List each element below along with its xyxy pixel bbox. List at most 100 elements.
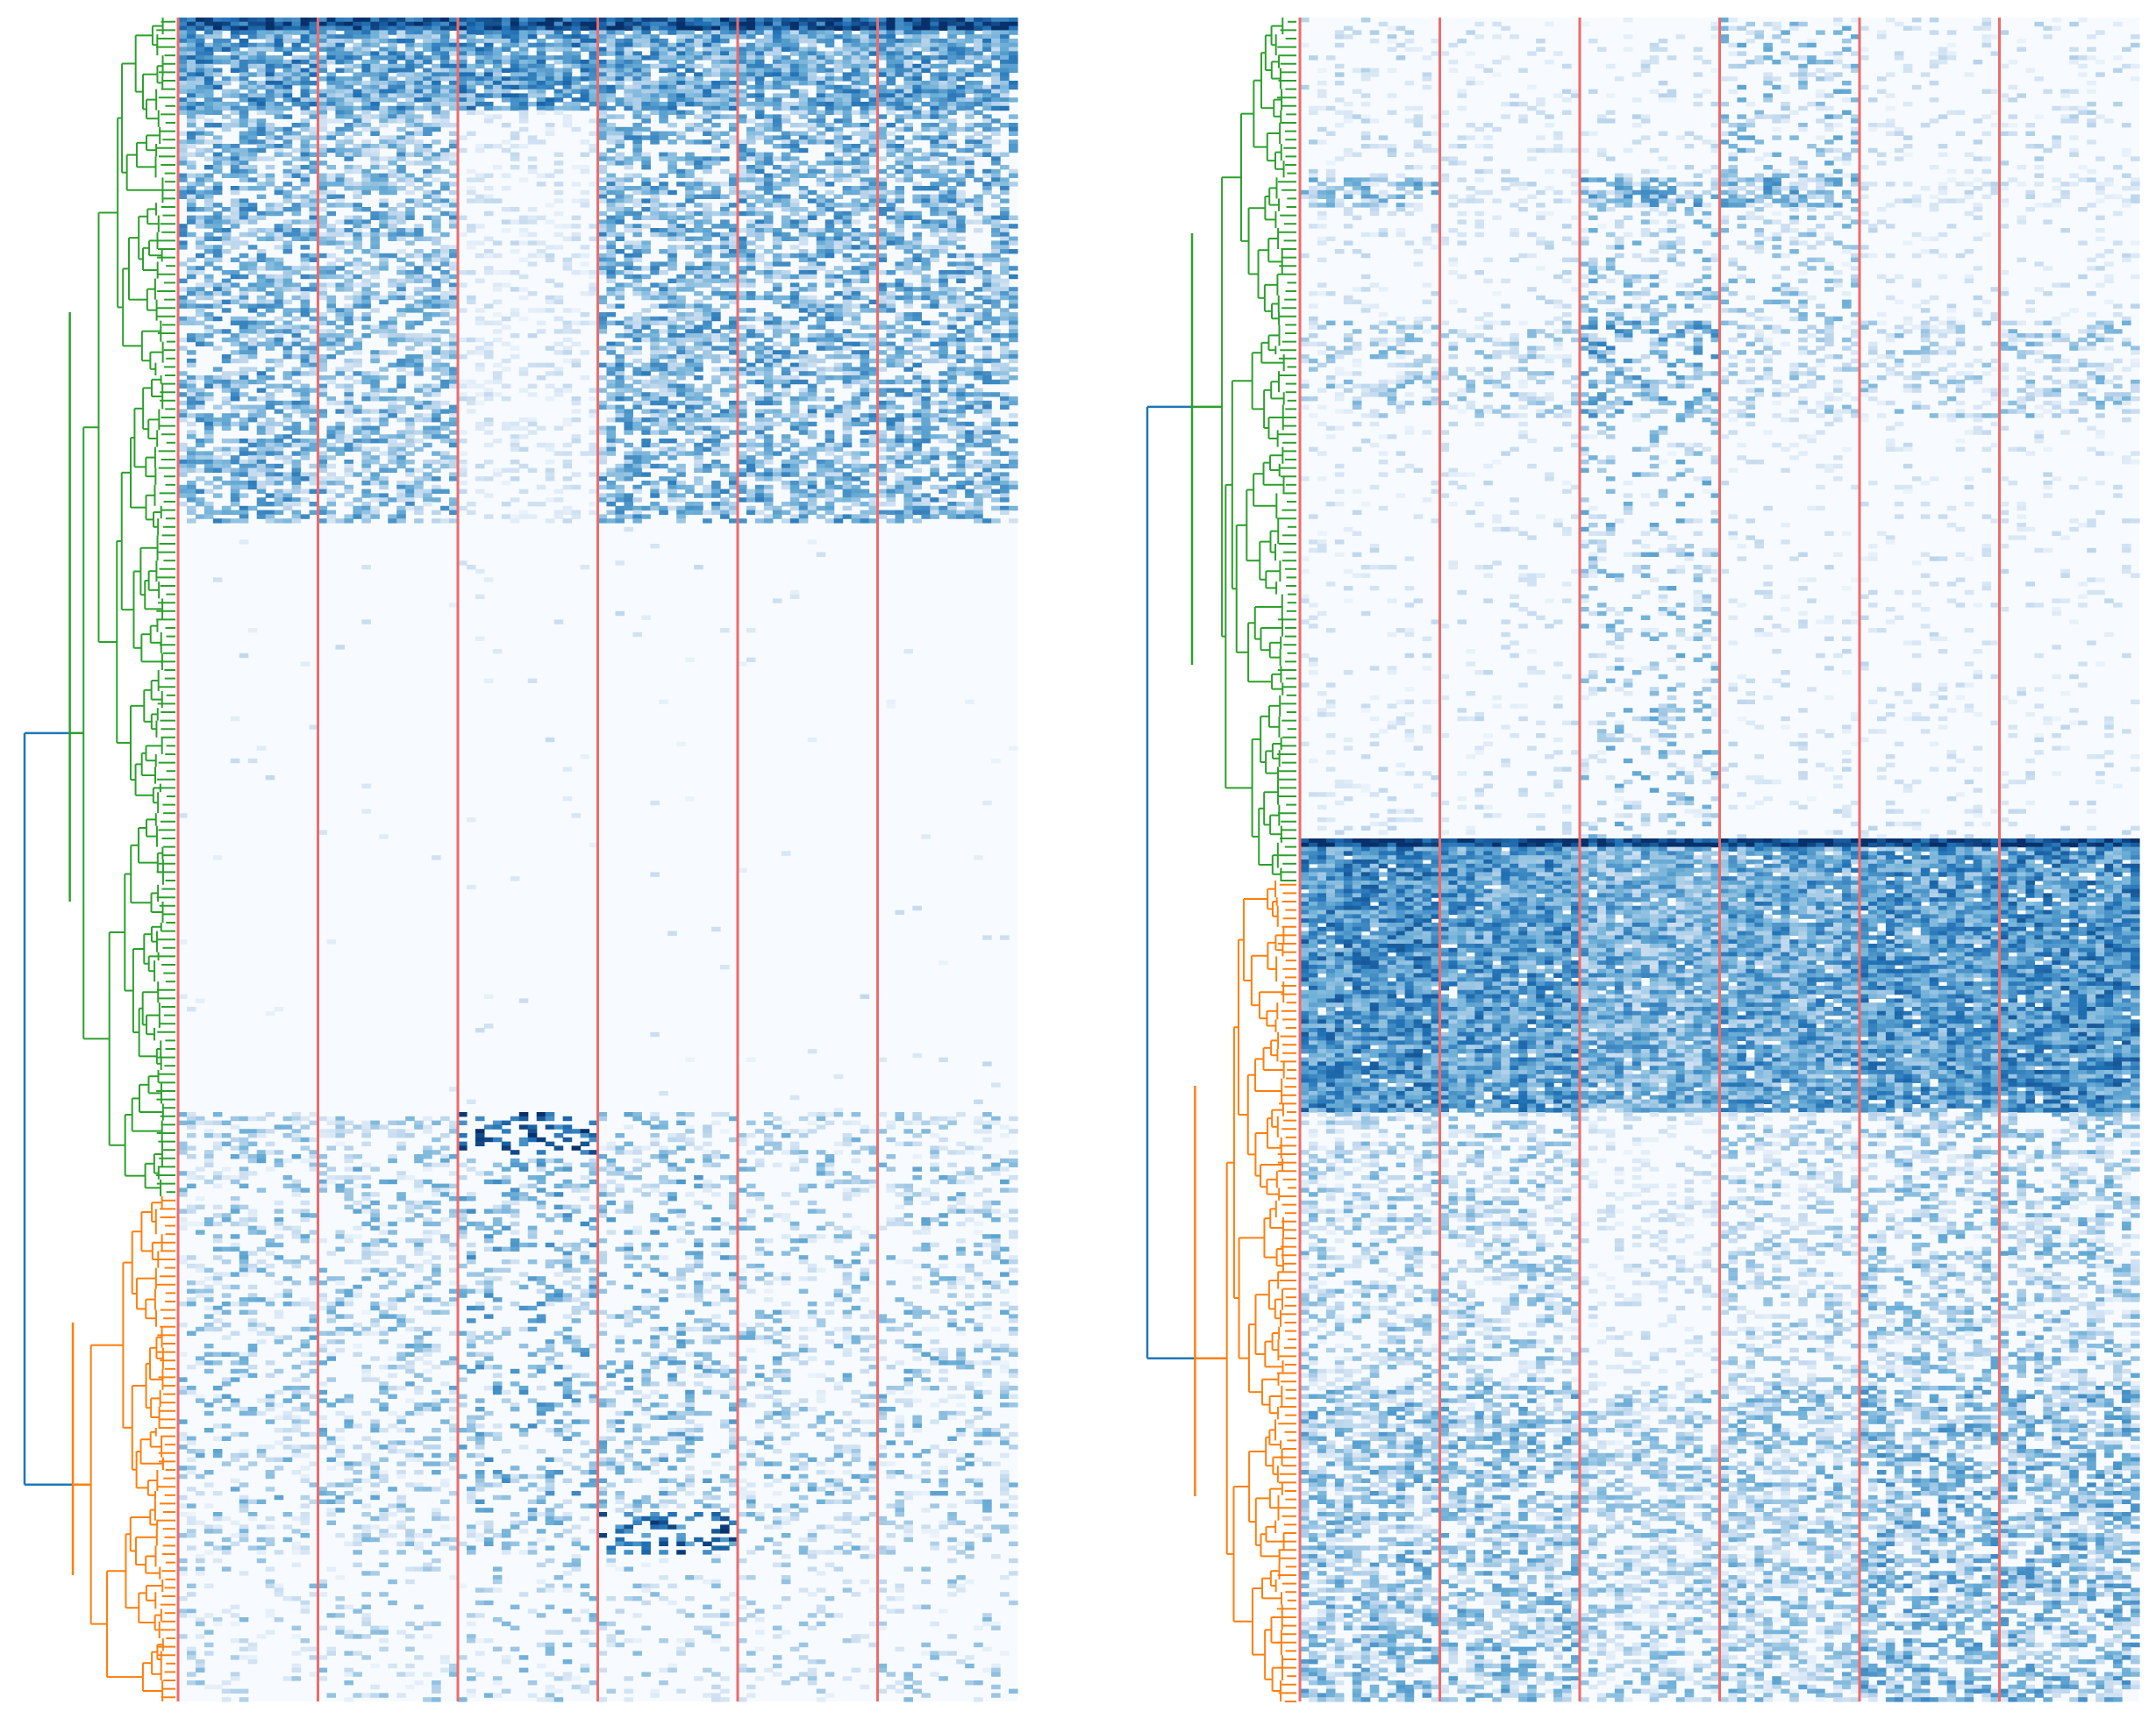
heatmap-cell (528, 165, 538, 169)
heatmap-cell (510, 39, 520, 43)
heatmap-cell (598, 224, 608, 228)
heatmap-cell (641, 97, 651, 102)
heatmap-cell (676, 317, 686, 321)
heatmap-cell (703, 55, 712, 60)
heatmap-cell (624, 317, 633, 321)
heatmap-cell (843, 300, 853, 304)
heatmap-cell (965, 47, 974, 52)
heatmap-cell (379, 39, 389, 43)
heatmap-cell (598, 312, 608, 317)
heatmap-cell (554, 76, 564, 81)
heatmap-cell (965, 135, 974, 139)
heatmap-cell (414, 132, 424, 136)
heatmap-cell (326, 174, 336, 178)
heatmap-cell (860, 39, 870, 43)
heatmap-cell (694, 312, 703, 317)
heatmap-cell (275, 111, 284, 115)
heatmap-cell (572, 270, 582, 275)
heatmap-cell (239, 211, 249, 216)
heatmap-cell (353, 261, 362, 266)
heatmap-cell (773, 127, 782, 132)
heatmap-cell (903, 47, 913, 52)
heatmap-cell (676, 354, 686, 359)
heatmap-cell (746, 211, 756, 216)
heatmap-cell (606, 43, 616, 47)
heatmap-cell (231, 60, 240, 64)
heatmap-cell (947, 93, 957, 97)
heatmap-cell (878, 114, 888, 118)
heatmap-cell (275, 363, 284, 367)
heatmap-cell (606, 97, 616, 102)
heatmap-cell (930, 64, 939, 68)
heatmap-cell (396, 367, 406, 371)
heatmap-cell (982, 139, 992, 144)
heatmap-cell (266, 165, 275, 169)
heatmap-cell (370, 174, 380, 178)
heatmap-cell (825, 139, 835, 144)
heatmap-cell (615, 232, 625, 237)
heatmap-cell (1009, 127, 1018, 132)
heatmap-cell (546, 245, 555, 249)
heatmap-cell (396, 177, 406, 182)
heatmap-cell (248, 34, 258, 39)
heatmap-cell (257, 279, 267, 283)
heatmap-cell (808, 216, 817, 220)
heatmap-cell (782, 232, 791, 237)
heatmap-cell (991, 329, 1001, 333)
heatmap-cell (703, 346, 712, 350)
heatmap-cell (606, 198, 616, 203)
heatmap-cell (248, 118, 258, 123)
heatmap-cell (563, 224, 573, 228)
heatmap-cell (353, 300, 362, 304)
heatmap-cell (903, 317, 913, 321)
heatmap-cell (572, 43, 582, 47)
heatmap-cell (624, 156, 633, 160)
heatmap-cell (852, 219, 861, 224)
heatmap-cell (475, 308, 485, 312)
heatmap-cell (632, 18, 642, 22)
heatmap-cell (808, 22, 817, 26)
heatmap-cell (396, 169, 406, 174)
heatmap-cell (852, 211, 861, 216)
heatmap-cell (852, 160, 861, 165)
heatmap-cell (1009, 317, 1018, 321)
heatmap-cell (825, 312, 835, 317)
heatmap-cell (423, 312, 432, 317)
heatmap-cell (396, 237, 406, 241)
heatmap-cell (668, 47, 677, 52)
heatmap-cell (204, 64, 214, 68)
heatmap-cell (615, 237, 625, 241)
heatmap-cell (615, 160, 625, 165)
heatmap-cell (432, 26, 441, 31)
heatmap-cell (475, 111, 485, 115)
heatmap-cell (432, 303, 441, 308)
heatmap-cell (668, 165, 677, 169)
heatmap-cell (318, 148, 328, 153)
heatmap-cell (239, 177, 249, 182)
heatmap-cell (239, 317, 249, 321)
heatmap-cell (939, 207, 948, 211)
heatmap-cell (361, 224, 371, 228)
heatmap-cell (467, 89, 476, 94)
heatmap-cell (991, 245, 1001, 249)
heatmap-cell (852, 51, 861, 55)
heatmap-cell (720, 303, 730, 308)
heatmap-cell (878, 338, 888, 342)
heatmap-cell (755, 346, 765, 350)
heatmap-cell (248, 97, 258, 102)
heatmap-cell (563, 261, 573, 266)
heatmap-cell (248, 367, 258, 371)
heatmap-cell (266, 123, 275, 127)
heatmap-cell (632, 228, 642, 232)
heatmap-cell (790, 291, 800, 296)
heatmap-cell (301, 97, 311, 102)
heatmap-cell (764, 367, 774, 371)
heatmap-cell (335, 18, 345, 22)
heatmap-cell (196, 321, 205, 325)
heatmap-cell (632, 60, 642, 64)
heatmap-cell (930, 81, 939, 85)
heatmap-cell (231, 76, 240, 81)
heatmap-cell (852, 291, 861, 296)
heatmap-cell (388, 207, 397, 211)
heatmap-cell (912, 111, 922, 115)
